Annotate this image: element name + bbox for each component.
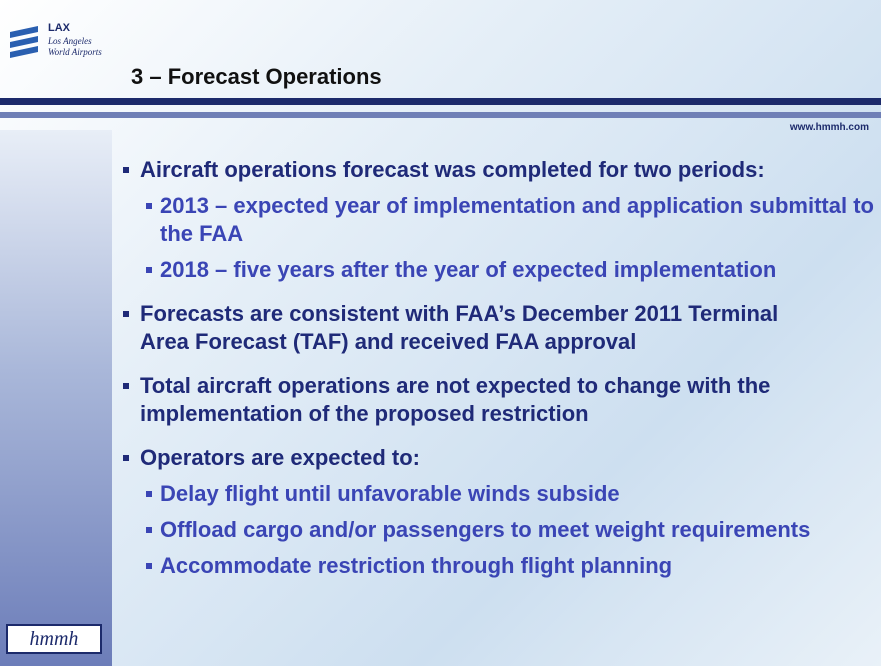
logo-name: LAX (48, 22, 70, 34)
bullet-marker (123, 383, 129, 389)
rule (0, 98, 881, 105)
bullet: Operators are expected to: (140, 445, 420, 470)
logo-icon (10, 26, 38, 58)
bullet: Aircraft operations forecast was complet… (140, 157, 765, 182)
bullet-marker (146, 491, 152, 497)
bullet-marker (123, 167, 129, 173)
sub-bullet: Delay flight until unfavorable winds sub… (160, 481, 620, 506)
bullet: Forecasts are consistent with FAA’s Dece… (140, 301, 779, 354)
logo-line: World Airports (48, 47, 102, 57)
bullet-marker (146, 563, 152, 569)
bullet: Total aircraft operations are not expect… (140, 373, 771, 426)
logo-line: Los Angeles (48, 36, 92, 46)
sidebar (0, 130, 112, 666)
url: www.hmmh.com (789, 122, 869, 133)
rule (0, 112, 881, 118)
bullet-marker (146, 267, 152, 273)
sub-bullet: Accommodate restriction through flight p… (160, 553, 673, 578)
sub-bullet: 2013 – expected year of implementation a… (160, 193, 874, 246)
title: 3 – Forecast Operations (131, 64, 382, 89)
bullet-marker (123, 455, 129, 461)
sub-bullet: Offload cargo and/or passengers to meet … (160, 517, 811, 542)
hmmh-logo: hmmh (6, 624, 102, 654)
bullet-marker (146, 203, 152, 209)
bullet-marker (123, 311, 129, 317)
lax-logo: LAX Los Angeles World Airports (8, 20, 108, 64)
bullet-marker (146, 527, 152, 533)
sub-bullet: 2018 – five years after the year of expe… (160, 257, 777, 282)
